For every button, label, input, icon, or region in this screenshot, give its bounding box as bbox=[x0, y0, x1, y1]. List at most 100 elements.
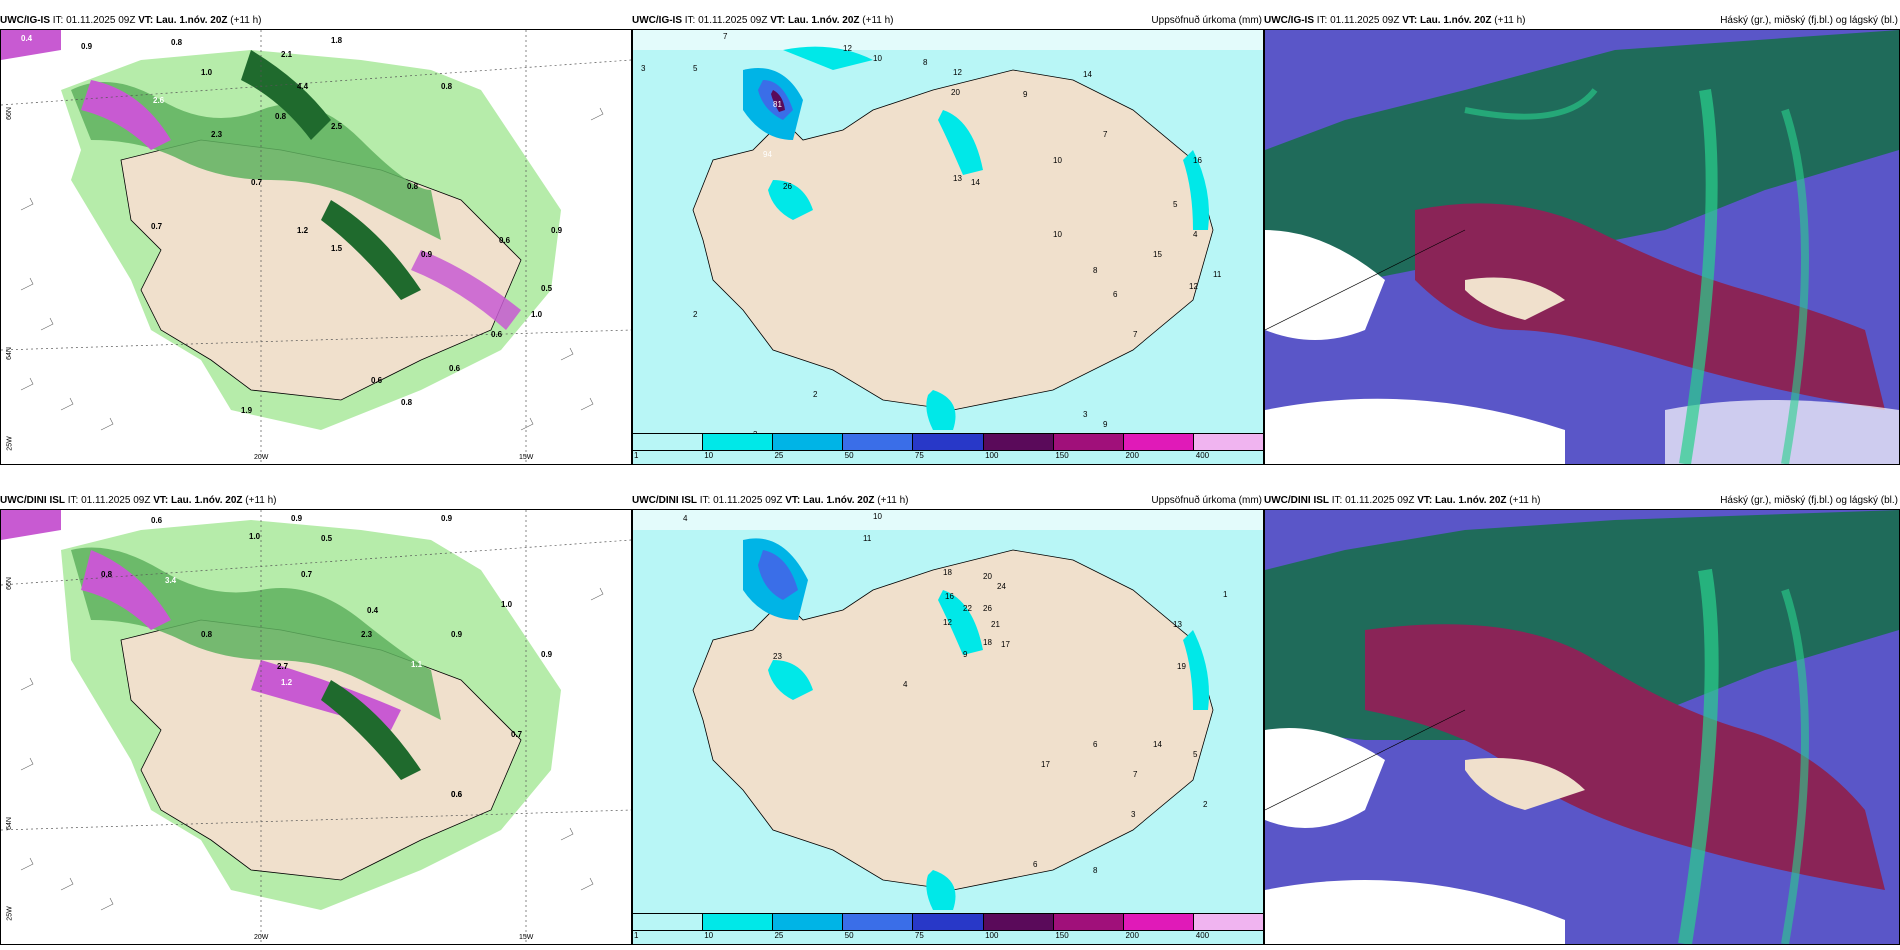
lat-label: 64N bbox=[5, 817, 13, 830]
precip-value: 6 bbox=[1093, 740, 1098, 749]
precip-value: 7 bbox=[1103, 130, 1108, 139]
colorbar-swatch bbox=[703, 914, 774, 930]
panel-ig-is-precip: UWC/IG-IS IT: 01.11.2025 09Z VT: Lau. 1.… bbox=[632, 13, 1264, 465]
wind-value: 0.8 bbox=[275, 112, 287, 121]
precip-value: 21 bbox=[991, 620, 1000, 629]
precip-value: 5 bbox=[1173, 200, 1178, 209]
colorbar-tick: 400 bbox=[1195, 931, 1210, 940]
colorbar-tick: 200 bbox=[1125, 451, 1139, 460]
precip-value: 16 bbox=[1193, 156, 1202, 165]
wind-value: 0.9 bbox=[421, 250, 433, 259]
precip-value: 10 bbox=[1053, 230, 1062, 239]
colorbar-tick: 150 bbox=[1055, 931, 1069, 940]
precip-value: 9 bbox=[963, 650, 968, 659]
wind-value: 0.6 bbox=[451, 790, 463, 799]
colorbar-swatch bbox=[913, 914, 984, 930]
colorbar-tick: 1 bbox=[634, 931, 639, 940]
precip-value: 14 bbox=[1083, 70, 1092, 79]
precip-value: 14 bbox=[971, 178, 980, 187]
colorbar-swatch bbox=[843, 914, 914, 930]
colorbar-swatch bbox=[1123, 434, 1194, 450]
precip-value: 4 bbox=[1193, 230, 1198, 239]
precip-value: 11 bbox=[863, 534, 872, 543]
precip-map[interactable]: 10 4 11 18 20 24 16 22 26 21 18 17 23 12… bbox=[632, 509, 1264, 945]
lon-label: 15W bbox=[519, 454, 534, 461]
colorbar-tick: 50 bbox=[844, 931, 854, 940]
wind-value: 1.2 bbox=[297, 226, 309, 235]
wind-value: 0.9 bbox=[291, 514, 303, 523]
lon-label: 25W bbox=[6, 436, 14, 451]
wind-map[interactable]: 0.6 0.9 1.0 0.5 0.9 0.8 2.7 1.2 1.0 0.9 … bbox=[0, 509, 632, 945]
panel-title: UWC/DINI ISL IT: 01.11.2025 09Z VT: Lau.… bbox=[0, 495, 277, 506]
precip-value: 12 bbox=[843, 44, 852, 53]
wind-value: 0.8 bbox=[171, 38, 183, 47]
precip-value: 13 bbox=[1173, 620, 1182, 629]
wind-value: 0.6 bbox=[491, 330, 503, 339]
colorbar-swatch bbox=[1193, 434, 1263, 450]
precip-value: 17 bbox=[1001, 640, 1010, 649]
precip-value: 24 bbox=[997, 582, 1006, 591]
colorbar-tick: 100 bbox=[985, 451, 999, 460]
cloud-map[interactable] bbox=[1264, 509, 1900, 945]
wind-value: 0.6 bbox=[371, 376, 383, 385]
panel-title: UWC/IG-IS IT: 01.11.2025 09Z VT: Lau. 1.… bbox=[632, 15, 894, 26]
precip-value: 3 bbox=[1131, 810, 1136, 819]
wind-map[interactable]: 0.4 0.9 1.0 0.8 2.1 1.8 4.4 2.6 0.8 2.5 … bbox=[0, 29, 632, 465]
wind-value: 0.6 bbox=[449, 364, 461, 373]
colorbar-tick: 25 bbox=[774, 451, 784, 460]
wind-value: 1.9 bbox=[241, 406, 253, 415]
precip-value: 18 bbox=[943, 568, 952, 577]
panel-title: UWC/IG-IS IT: 01.11.2025 09Z VT: Lau. 1.… bbox=[0, 15, 262, 26]
precip-value: 6 bbox=[1113, 290, 1118, 299]
panel-ig-is-cloud: UWC/IG-IS IT: 01.11.2025 09Z VT: Lau. 1.… bbox=[1264, 13, 1900, 465]
precip-value: 2 bbox=[1203, 800, 1208, 809]
precip-value: 4 bbox=[903, 680, 908, 689]
precip-colorbar bbox=[632, 913, 1264, 931]
wind-value: 0.7 bbox=[301, 570, 313, 579]
colorbar-tick: 150 bbox=[1055, 451, 1069, 460]
precip-map[interactable]: 7 3 5 12 10 8 14 12 16 20 9 94 81 26 10 … bbox=[632, 29, 1264, 465]
precip-value: 12 bbox=[953, 68, 962, 77]
precip-value: 94 bbox=[763, 150, 772, 159]
colorbar-tick: 25 bbox=[774, 931, 784, 940]
precip-value: 3 bbox=[641, 64, 646, 73]
panel-title: UWC/IG-IS IT: 01.11.2025 09Z VT: Lau. 1.… bbox=[1264, 15, 1526, 26]
colorbar-tick: 400 bbox=[1195, 451, 1210, 460]
lat-label: 64N bbox=[5, 347, 13, 360]
colorbar-tick: 75 bbox=[914, 451, 924, 460]
precip-value: 13 bbox=[953, 174, 962, 183]
colorbar-swatch bbox=[633, 434, 704, 450]
wind-value: 0.9 bbox=[551, 226, 563, 235]
wind-value: 0.8 bbox=[201, 630, 213, 639]
colorbar-swatch bbox=[773, 434, 844, 450]
precip-value: 1 bbox=[1223, 590, 1228, 599]
precip-colorbar bbox=[632, 433, 1264, 451]
wind-value: 1.0 bbox=[531, 310, 543, 319]
panel-subtitle: Uppsöfnuð úrkoma (mm) bbox=[1151, 495, 1262, 506]
precip-value: 8 bbox=[1093, 866, 1098, 875]
wind-value: 0.8 bbox=[401, 398, 413, 407]
colorbar-tick: 1 bbox=[634, 451, 639, 460]
precip-value: 12 bbox=[943, 618, 952, 627]
wind-value: 0.9 bbox=[541, 650, 553, 659]
wind-value: 0.7 bbox=[511, 730, 523, 739]
panel-dini-precip: UWC/DINI ISL IT: 01.11.2025 09Z VT: Lau.… bbox=[632, 493, 1264, 945]
wind-value: 0.8 bbox=[407, 182, 419, 191]
precip-value: 12 bbox=[1189, 282, 1198, 291]
wind-value: 2.5 bbox=[331, 122, 343, 131]
cloud-map[interactable] bbox=[1264, 29, 1900, 465]
wind-value: 0.4 bbox=[367, 606, 379, 615]
colorbar-tick: 50 bbox=[844, 451, 854, 460]
colorbar-swatch bbox=[983, 434, 1054, 450]
lat-label: 66N bbox=[5, 107, 13, 120]
wind-value: 1.5 bbox=[331, 244, 343, 253]
colorbar-swatch bbox=[843, 434, 914, 450]
lat-label: 66N bbox=[5, 577, 13, 590]
colorbar-swatch bbox=[703, 434, 774, 450]
wind-value: 2.1 bbox=[281, 50, 293, 59]
colorbar-tick: 75 bbox=[914, 931, 924, 940]
lon-label: 20W bbox=[254, 454, 269, 461]
panel-subtitle: Háský (gr.), miðský (fj.bl.) og lágský (… bbox=[1720, 15, 1898, 26]
precip-value: 19 bbox=[1177, 662, 1186, 671]
precip-value: 23 bbox=[773, 652, 782, 661]
